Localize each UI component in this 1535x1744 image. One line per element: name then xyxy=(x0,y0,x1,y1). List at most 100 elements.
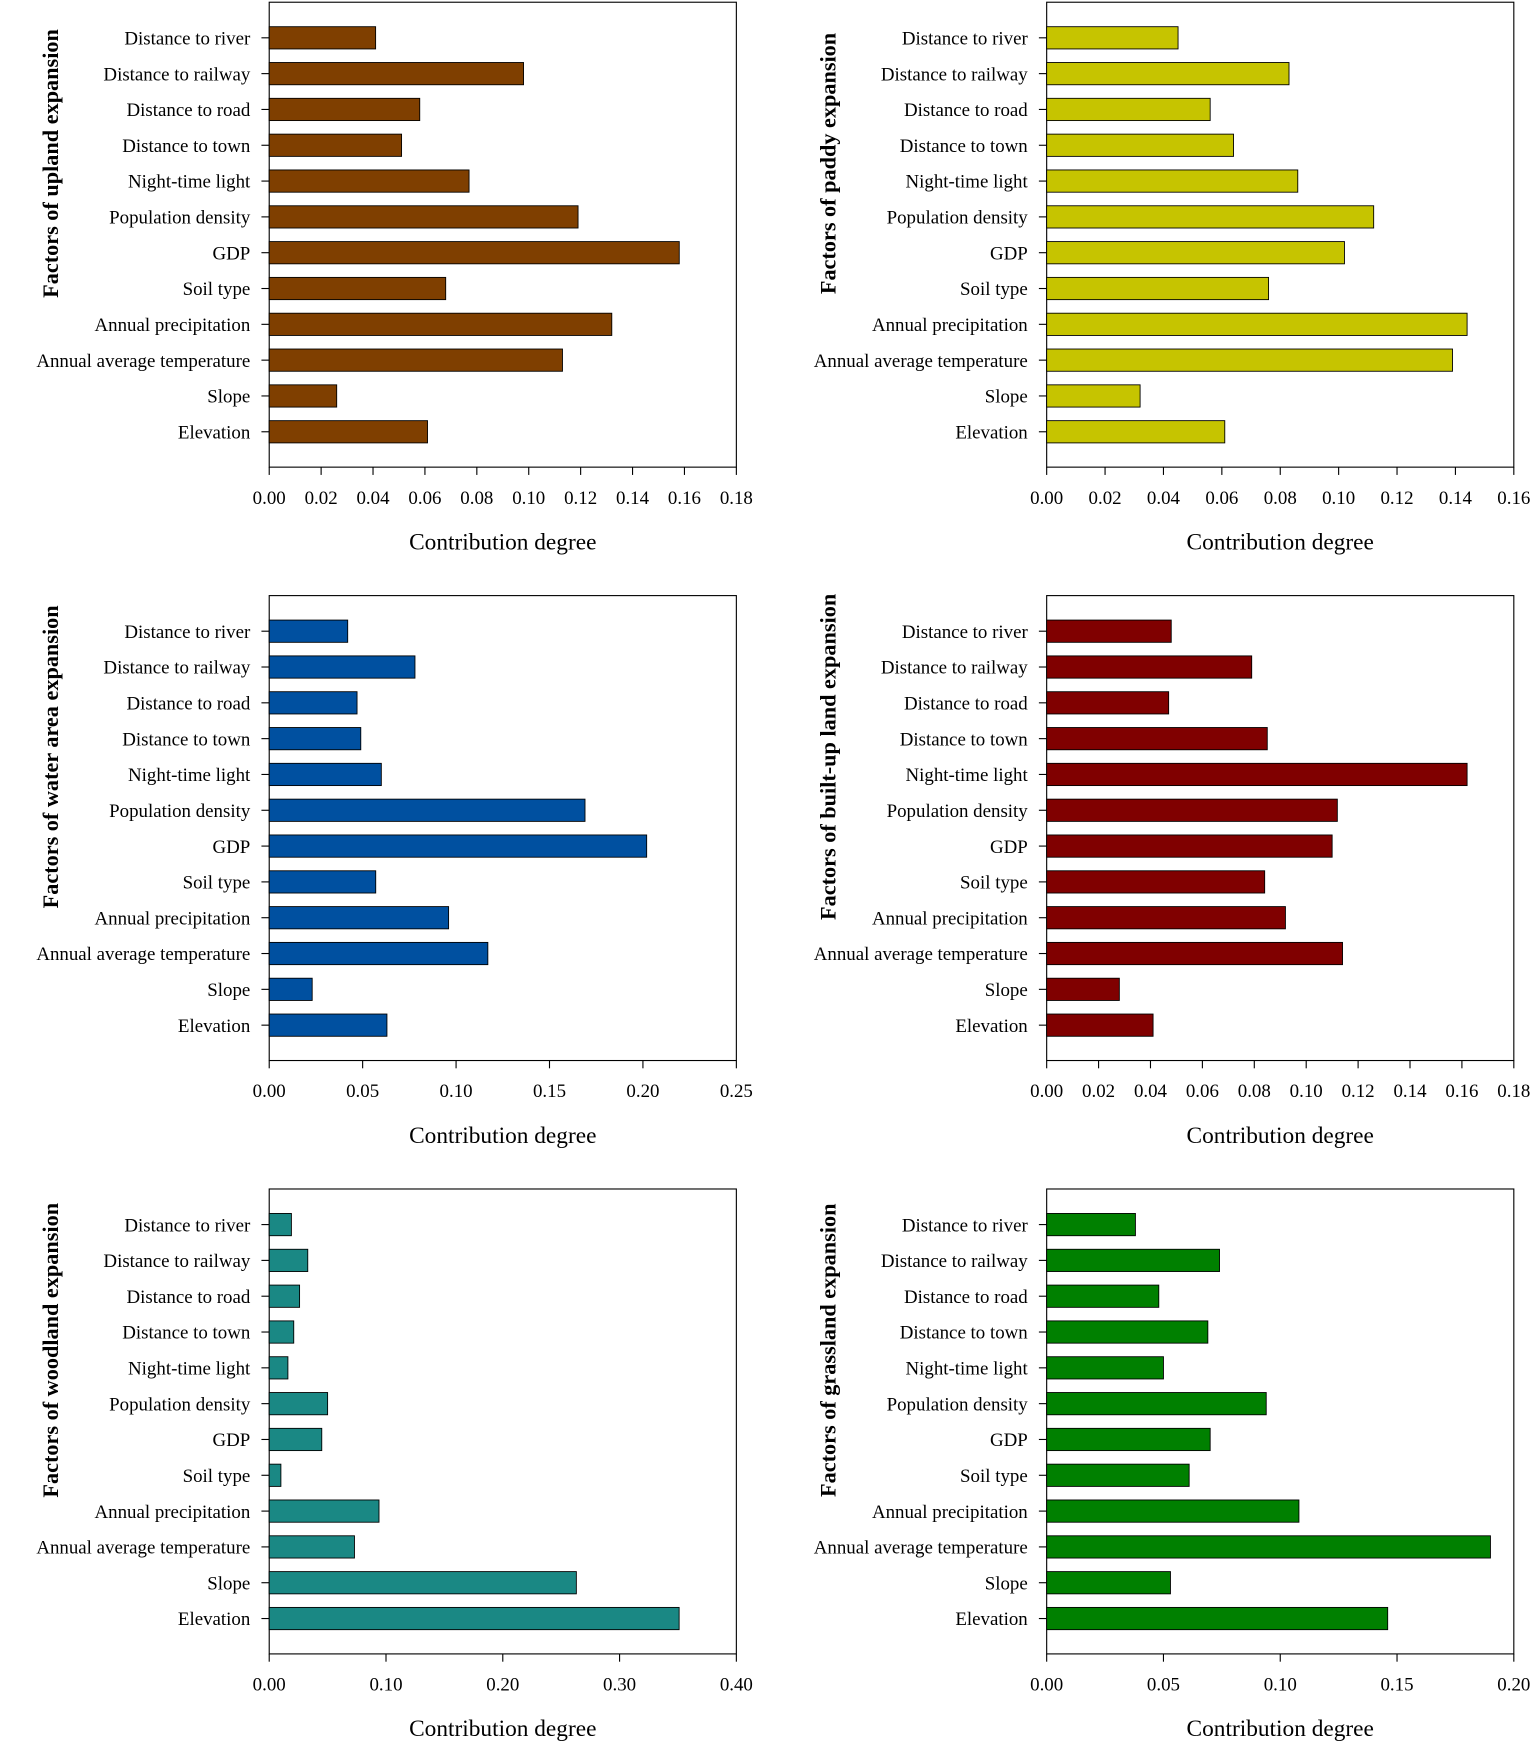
bar xyxy=(1046,384,1141,408)
bar xyxy=(1046,1427,1211,1452)
bar xyxy=(1046,1499,1300,1523)
category-label: Distance to railway xyxy=(881,1251,1028,1272)
category-label: Distance to town xyxy=(900,136,1029,157)
category-label: Slope xyxy=(985,387,1028,408)
x-tick-label: 0.16 xyxy=(1445,1081,1478,1102)
bar xyxy=(1046,1284,1160,1308)
x-tick-label: 0.10 xyxy=(1290,1081,1323,1102)
bar xyxy=(268,1463,282,1487)
bar xyxy=(268,241,680,265)
bar xyxy=(1046,97,1211,122)
category-label: Annual precipitation xyxy=(94,908,250,929)
bar xyxy=(268,1320,295,1344)
bar xyxy=(268,1213,292,1237)
x-tick-label: 0.15 xyxy=(1380,1675,1413,1696)
y-axis-title: Factors of grassland expansion xyxy=(815,1203,840,1497)
x-axis-title: Contribution degree xyxy=(409,1716,596,1742)
x-tick-label: 0.08 xyxy=(1238,1081,1271,1102)
x-tick-label: 0.20 xyxy=(1497,1675,1530,1696)
bar xyxy=(1046,1320,1209,1344)
category-label: Slope xyxy=(207,980,250,1001)
x-axis-title: Contribution degree xyxy=(1187,1123,1374,1149)
category-label: Annual average temperature xyxy=(36,351,250,372)
bar xyxy=(1046,906,1286,930)
category-label: Annual precipitation xyxy=(872,908,1028,929)
category-label: Night-time light xyxy=(905,172,1028,193)
bar xyxy=(268,1535,355,1559)
category-label: Annual average temperature xyxy=(814,351,1028,372)
x-axis-title: Contribution degree xyxy=(409,529,596,555)
x-tick-label: 0.05 xyxy=(346,1081,379,1102)
x-tick-label: 0.02 xyxy=(305,488,338,509)
x-tick-label: 0.00 xyxy=(253,488,286,509)
chart-panel-4: Distance to river Distance to railway Dist… xyxy=(814,593,1531,1149)
bar xyxy=(1046,1013,1154,1037)
category-label: Distance to railway xyxy=(103,64,250,85)
category-label: Distance to road xyxy=(904,1287,1028,1308)
bar xyxy=(1046,1606,1389,1631)
category-label: GDP xyxy=(213,837,251,858)
x-tick-label: 0.00 xyxy=(1030,1081,1063,1102)
bar xyxy=(1046,619,1172,643)
category-label: Elevation xyxy=(178,422,251,443)
bar xyxy=(1046,870,1266,894)
bar xyxy=(1046,26,1179,50)
category-label: Night-time light xyxy=(905,765,1028,786)
bar xyxy=(268,1356,289,1380)
category-label: Distance to town xyxy=(122,1323,251,1344)
category-label: Elevation xyxy=(955,422,1028,443)
bar xyxy=(268,870,377,894)
category-label: Distance to river xyxy=(902,28,1029,49)
category-label: Annual average temperature xyxy=(814,1538,1028,1559)
bar xyxy=(268,1284,301,1308)
x-tick-label: 0.00 xyxy=(253,1081,286,1102)
category-label: Distance to river xyxy=(902,1215,1029,1236)
category-label: Soil type xyxy=(960,873,1028,894)
x-tick-label: 0.10 xyxy=(440,1081,473,1102)
y-axis-title: Factors of upland expansion xyxy=(38,29,63,298)
category-label: Population density xyxy=(109,801,251,822)
x-tick-label: 0.05 xyxy=(1147,1675,1180,1696)
category-label: Soil type xyxy=(183,873,251,894)
category-label: Population density xyxy=(887,801,1029,822)
bar xyxy=(268,1392,329,1416)
category-label: Annual precipitation xyxy=(872,1502,1028,1523)
chart-panel-6: Distance to river Distance to railway Dist… xyxy=(814,1188,1530,1742)
category-label: Annual precipitation xyxy=(94,315,250,336)
bar xyxy=(268,1427,323,1452)
x-tick-label: 0.14 xyxy=(616,488,650,509)
bar xyxy=(1046,205,1375,229)
category-label: GDP xyxy=(213,1430,251,1451)
bar xyxy=(1046,241,1345,265)
x-tick-label: 0.04 xyxy=(356,488,390,509)
x-tick-label: 0.10 xyxy=(1322,488,1355,509)
category-label: Population density xyxy=(887,208,1029,229)
x-tick-label: 0.00 xyxy=(1030,488,1063,509)
bar xyxy=(1046,1248,1220,1272)
x-tick-label: 0.02 xyxy=(1089,488,1122,509)
bar xyxy=(268,977,313,1001)
category-label: Distance to town xyxy=(900,729,1029,750)
bar xyxy=(268,26,377,50)
category-label: Distance to railway xyxy=(881,64,1028,85)
bar xyxy=(1046,798,1338,822)
bar xyxy=(268,312,613,336)
category-label: Annual average temperature xyxy=(36,1538,250,1559)
category-label: Population density xyxy=(887,1394,1029,1415)
category-label: Distance to river xyxy=(124,622,251,643)
bar xyxy=(1046,62,1290,86)
x-tick-label: 0.16 xyxy=(668,488,701,509)
x-tick-label: 0.00 xyxy=(253,1675,286,1696)
category-label: Slope xyxy=(985,980,1028,1001)
category-label: Annual average temperature xyxy=(36,944,250,965)
category-label: Distance to road xyxy=(127,694,251,715)
category-label: Annual precipitation xyxy=(94,1502,250,1523)
x-tick-label: 0.14 xyxy=(1439,488,1473,509)
bar xyxy=(1046,133,1234,157)
category-label: Slope xyxy=(207,387,250,408)
plot-frame xyxy=(1046,595,1515,1062)
bar xyxy=(268,348,563,372)
category-label: Soil type xyxy=(960,1466,1028,1487)
bar xyxy=(1046,727,1268,751)
